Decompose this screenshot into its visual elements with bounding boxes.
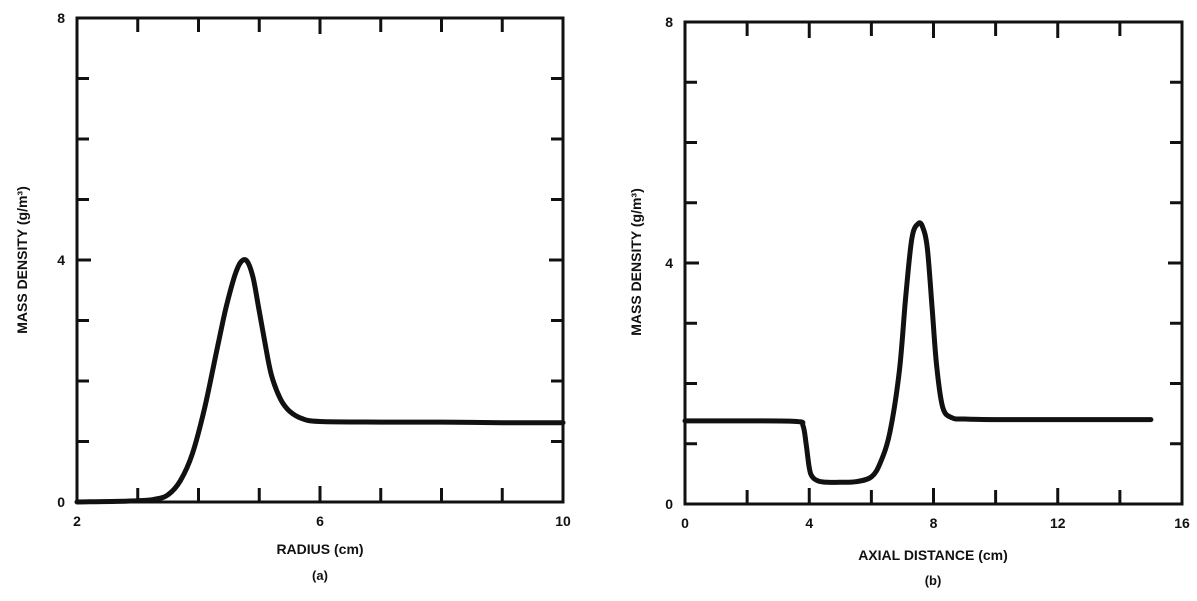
y-tick-label-a: 8 bbox=[57, 10, 65, 26]
x-tick-label-a: 2 bbox=[73, 513, 81, 529]
series-line-a bbox=[74, 257, 566, 505]
x-tick-label-b: 4 bbox=[805, 515, 813, 531]
x-tick-label-b: 0 bbox=[681, 515, 689, 531]
x-tick-label-b: 8 bbox=[930, 515, 938, 531]
y-tick-label-b: 4 bbox=[665, 255, 673, 271]
series-line-b bbox=[682, 220, 1154, 485]
axis-ticks-b bbox=[685, 22, 1182, 504]
panel-label-a: (a) bbox=[312, 568, 328, 583]
plot-frame-b bbox=[683, 20, 1184, 506]
x-tick-label-b: 12 bbox=[1050, 515, 1066, 531]
y-axis-label-b: MASS DENSITY (g/m³) bbox=[628, 188, 644, 336]
y-tick-label-a: 4 bbox=[57, 252, 65, 268]
axis-ticks-a bbox=[77, 18, 563, 502]
y-axis-label-a: MASS DENSITY (g/m³) bbox=[14, 186, 30, 334]
x-tick-label-b: 16 bbox=[1174, 515, 1190, 531]
panel-label-b: (b) bbox=[925, 573, 942, 588]
tick-labels-b: 0 4 8 12 16 0 4 8 bbox=[665, 14, 1190, 531]
chart-panel-b: 0 4 8 12 16 0 4 8 AXIAL DISTANCE (cm) MASS DENS… bbox=[628, 14, 1190, 588]
y-tick-label-b: 0 bbox=[665, 496, 673, 512]
plot-frame-a bbox=[75, 16, 565, 504]
x-tick-label-a: 10 bbox=[555, 513, 571, 529]
x-tick-label-a: 6 bbox=[316, 513, 324, 529]
y-tick-label-b: 8 bbox=[665, 14, 673, 30]
x-axis-label-a: RADIUS (cm) bbox=[276, 541, 363, 557]
series-b bbox=[682, 220, 1154, 485]
x-axis-label-b: AXIAL DISTANCE (cm) bbox=[858, 547, 1008, 563]
series-a bbox=[74, 257, 566, 505]
y-tick-label-a: 0 bbox=[57, 494, 65, 510]
tick-labels-a: 2 6 10 0 4 8 bbox=[57, 10, 571, 529]
